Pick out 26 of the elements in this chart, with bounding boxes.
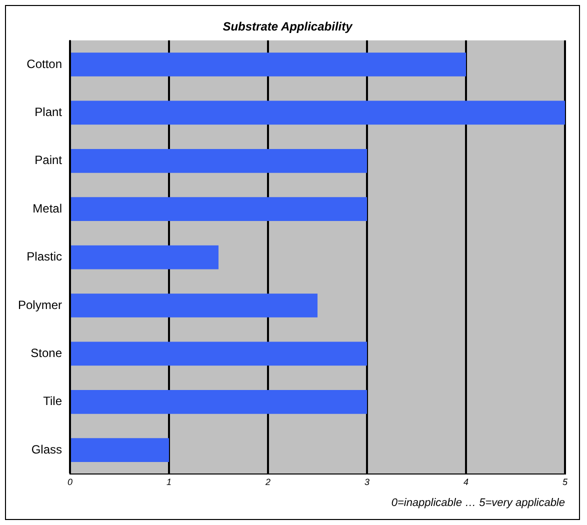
bar [71, 100, 565, 125]
bar [71, 197, 368, 222]
bar [71, 342, 368, 366]
y-tick-label: Stone [30, 346, 62, 360]
bar [71, 148, 368, 173]
x-tick-label: 0 [68, 477, 73, 488]
x-tick-label: 4 [463, 477, 469, 488]
x-tick-label: 5 [562, 477, 568, 488]
y-tick-label: Metal [32, 201, 62, 216]
x-tick-label: 1 [166, 477, 172, 488]
x-tick-label: 3 [364, 477, 370, 488]
y-tick-label: Paint [34, 153, 63, 168]
bar [71, 390, 368, 414]
text: 0=inapplicable … 5=very applicable [391, 497, 565, 509]
y-tick-label: Plant [34, 105, 63, 120]
y-tick-label: Cotton [26, 56, 62, 71]
bar [71, 294, 318, 318]
bar [71, 52, 466, 76]
y-tick-label: Glass [31, 442, 62, 456]
chart-title: Substrate Applicability [222, 20, 354, 34]
y-tick-label: Polymer [18, 298, 62, 312]
bar [71, 245, 219, 270]
x-tick-label: 2 [264, 477, 271, 488]
y-tick-label: Tile [43, 394, 62, 408]
bar [71, 438, 170, 462]
y-tick-label: Plastic [26, 250, 62, 264]
